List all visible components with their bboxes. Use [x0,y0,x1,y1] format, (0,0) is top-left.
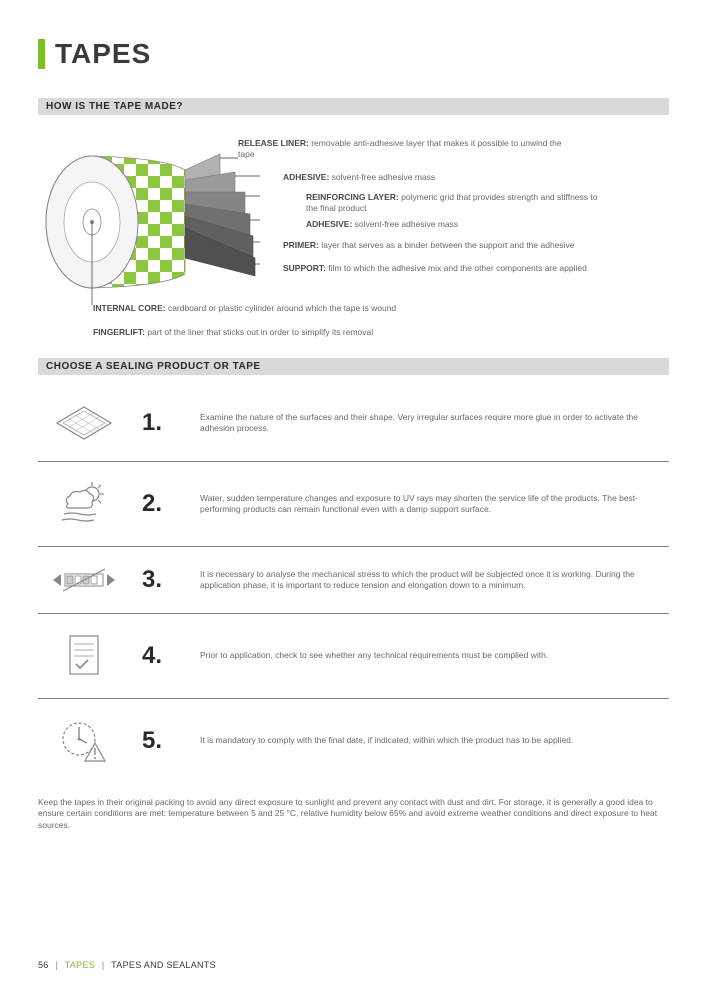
fingerlift-label: FINGERLIFT: [93,327,145,337]
page-title: TAPES [55,38,151,70]
layer-label-adhesive-1: ADHESIVE: solvent-free adhesive mass [283,172,613,183]
callout-internal-core: INTERNAL CORE: cardboard or plastic cyli… [93,303,593,314]
footer-breadcrumb: TAPES AND SEALANTS [111,960,216,970]
steps-list: 1. Examine the nature of the surfaces an… [38,385,669,783]
step-row-1: 1. Examine the nature of the surfaces an… [38,385,669,462]
tape-diagram: RELEASE LINER: removable anti-adhesive l… [38,125,669,350]
step-number: 3. [142,566,182,594]
layer-name: ADHESIVE: [306,219,352,229]
layer-desc: film to which the adhesive mix and the o… [326,263,587,273]
step-text: Prior to application, check to see wheth… [200,650,663,661]
step-text: It is mandatory to comply with the final… [200,735,663,746]
layer-name: REINFORCING LAYER: [306,192,399,202]
title-accent-bar [38,39,45,69]
core-desc: cardboard or plastic cylinder around whi… [166,303,397,313]
page-title-row: TAPES [38,38,669,70]
core-label: INTERNAL CORE: [93,303,166,313]
callout-fingerlift: FINGERLIFT: part of the liner that stick… [93,327,593,338]
section-heading-choose: CHOOSE A SEALING PRODUCT OR TAPE [38,358,669,375]
layer-desc: solvent-free adhesive mass [352,219,458,229]
layer-desc: layer that serves as a binder between th… [319,240,575,250]
footer-category: TAPES [65,960,95,970]
step-row-4: 4. Prior to application, check to see wh… [38,614,669,699]
layer-label-adhesive-2: ADHESIVE: solvent-free adhesive mass [306,219,636,230]
step-row-5: 5. It is mandatory to comply with the fi… [38,699,669,783]
layer-name: ADHESIVE: [283,172,329,182]
page-number: 56 [38,960,49,970]
layer-desc: solvent-free adhesive mass [329,172,435,182]
step-number: 2. [142,490,182,518]
step-number: 5. [142,727,182,755]
step-icon-checklist [44,632,124,680]
step-row-2: 2. Water, sudden temperature changes and… [38,462,669,547]
layer-label-reinforcing: REINFORCING LAYER: polymeric grid that p… [306,192,606,213]
layer-name: SUPPORT: [283,263,326,273]
step-row-3: 3. It is necessary to analyse the mechan… [38,547,669,614]
step-icon-surface [44,403,124,443]
tape-roll-illustration [40,140,260,305]
step-text: Examine the nature of the surfaces and t… [200,412,663,435]
step-icon-stress [44,565,124,595]
step-text: It is necessary to analyse the mechanica… [200,569,663,592]
storage-note: Keep the tapes in their original packing… [38,797,669,831]
step-number: 1. [142,409,182,437]
layer-label-support: SUPPORT: film to which the adhesive mix … [283,263,623,274]
step-icon-weather [44,480,124,528]
footer-separator: | [102,960,105,970]
section-heading-construction: HOW IS THE TAPE MADE? [38,98,669,115]
footer-separator: | [55,960,58,970]
step-number: 4. [142,642,182,670]
step-icon-deadline [44,717,124,765]
layer-label-release-liner: RELEASE LINER: removable anti-adhesive l… [238,138,568,159]
step-text: Water, sudden temperature changes and ex… [200,493,663,516]
layer-name: RELEASE LINER: [238,138,309,148]
page-footer: 56 | TAPES | TAPES AND SEALANTS [38,960,216,970]
layer-name: PRIMER: [283,240,319,250]
fingerlift-desc: part of the liner that sticks out in ord… [145,327,373,337]
layer-label-primer: PRIMER: layer that serves as a binder be… [283,240,613,251]
